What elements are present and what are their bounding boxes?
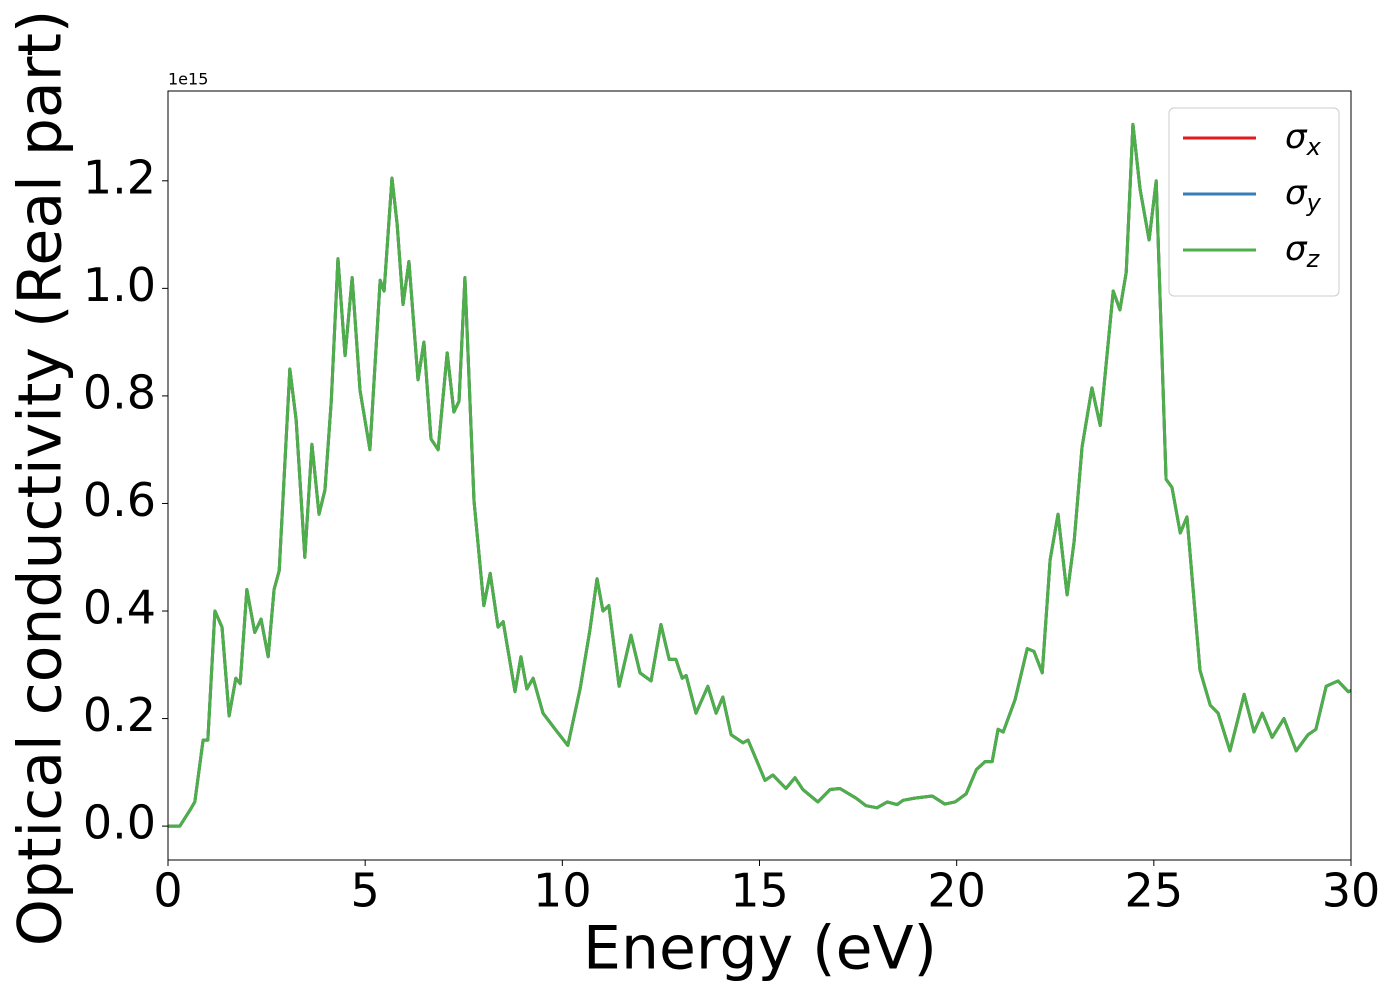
x-tick-label: 10 <box>533 864 592 918</box>
y-tick-label: 0.8 <box>83 365 156 419</box>
legend-label: σy <box>1285 173 1322 218</box>
y-tick-label: 0.2 <box>83 688 156 742</box>
x-tick-label: 20 <box>927 864 986 918</box>
y-tick-label: 0.6 <box>83 473 156 527</box>
series-line <box>168 122 1351 828</box>
x-tick-label: 25 <box>1125 864 1184 918</box>
y-offset-text: 1e15 <box>168 70 208 89</box>
legend-label: σz <box>1285 229 1321 274</box>
x-tick-label: 5 <box>351 864 380 918</box>
legend-label: σx <box>1285 117 1322 162</box>
x-tick-label: 0 <box>153 864 182 918</box>
y-tick-label: 0.4 <box>83 581 156 635</box>
x-axis-label: Energy (eV) <box>583 914 937 984</box>
y-tick-label: 1.0 <box>83 258 156 312</box>
y-tick-label: 1.2 <box>83 150 156 204</box>
y-tick-label: 0.0 <box>83 796 156 850</box>
x-tick-label: 15 <box>730 864 789 918</box>
plot-frame <box>167 90 1352 861</box>
x-tick-label: 30 <box>1322 864 1381 918</box>
y-axis-label: Optical conductivity (Real part) <box>6 10 76 947</box>
